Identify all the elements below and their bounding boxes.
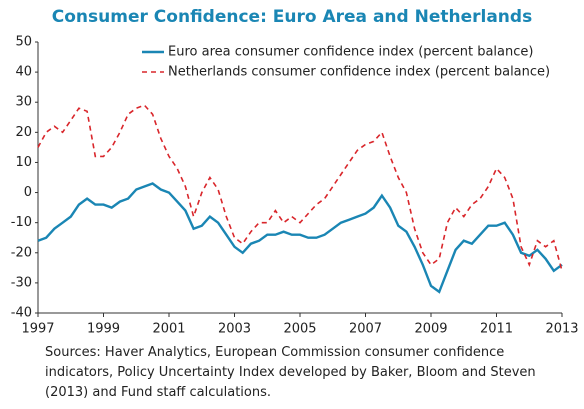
y-tick-label: -10 <box>11 215 32 230</box>
chart: Consumer Confidence: Euro Area and Nethe… <box>11 7 579 337</box>
series-line <box>37 182 563 294</box>
x-tick-label: 1999 <box>87 322 120 337</box>
y-tick-label: 40 <box>15 65 32 80</box>
x-tick-label: 2007 <box>349 322 382 337</box>
legend-label: Euro area consumer confidence index (per… <box>168 45 533 60</box>
y-tick-label: -20 <box>11 245 32 260</box>
y-tick-label: 30 <box>15 95 32 110</box>
x-tick-label: 2003 <box>218 322 251 337</box>
y-tick-label: 0 <box>24 185 32 200</box>
y-tick-label: 20 <box>15 125 32 140</box>
x-tick-label: 1997 <box>21 322 54 337</box>
y-tick-label: 10 <box>15 155 32 170</box>
x-tick-label: 2005 <box>283 322 316 337</box>
legend-label: Netherlands consumer confidence index (p… <box>168 65 550 80</box>
chart-title: Consumer Confidence: Euro Area and Nethe… <box>52 7 532 27</box>
y-tick-label: 50 <box>15 35 32 50</box>
source-note: Sources: Haver Analytics, European Commi… <box>45 345 536 400</box>
y-tick-label: -40 <box>11 306 32 321</box>
x-tick-label: 2001 <box>152 322 185 337</box>
x-tick-label: 2009 <box>414 322 447 337</box>
x-tick-label: 2013 <box>545 322 578 337</box>
series-line <box>37 104 563 272</box>
y-tick-label: -30 <box>11 275 32 290</box>
x-tick-label: 2011 <box>480 322 513 337</box>
